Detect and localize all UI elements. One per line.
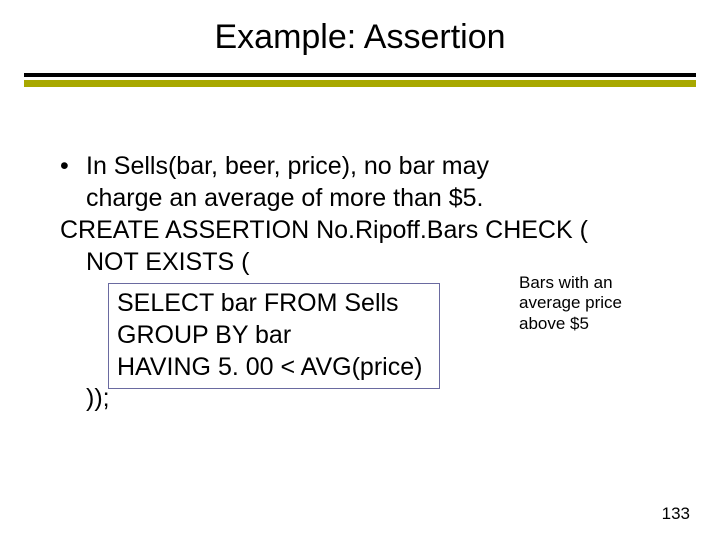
annotation-line-3: above $5	[519, 314, 622, 334]
bullet-text: In Sells(bar, beer, price), no bar may c…	[86, 150, 489, 214]
rule-bottom-line	[24, 80, 696, 87]
boxed-line-3: HAVING 5. 00 < AVG(price)	[117, 351, 433, 383]
boxed-code-contents: SELECT bar FROM Sells GROUP BY bar HAVIN…	[109, 284, 439, 386]
page-number: 133	[662, 504, 690, 524]
boxed-code: SELECT bar FROM Sells GROUP BY bar HAVIN…	[108, 283, 440, 389]
annotation-line-1: Bars with an	[519, 273, 622, 293]
bullet-dot-icon: •	[60, 150, 86, 214]
boxed-line-1: SELECT bar FROM Sells	[117, 287, 433, 319]
bullet-item: • In Sells(bar, beer, price), no bar may…	[60, 150, 670, 214]
boxed-line-2: GROUP BY bar	[117, 319, 433, 351]
annotation-line-2: average price	[519, 293, 622, 313]
slide-title: Example: Assertion	[0, 0, 720, 63]
slide: Example: Assertion • In Sells(bar, beer,…	[0, 0, 720, 540]
code-line-1: CREATE ASSERTION No.Ripoff.Bars CHECK (	[60, 214, 670, 246]
bullet-line-2: charge an average of more than $5.	[86, 182, 489, 214]
title-rule	[24, 73, 696, 87]
annotation: Bars with an average price above $5	[519, 273, 622, 334]
rule-top-line	[24, 73, 696, 77]
bullet-line-1: In Sells(bar, beer, price), no bar may	[86, 150, 489, 182]
